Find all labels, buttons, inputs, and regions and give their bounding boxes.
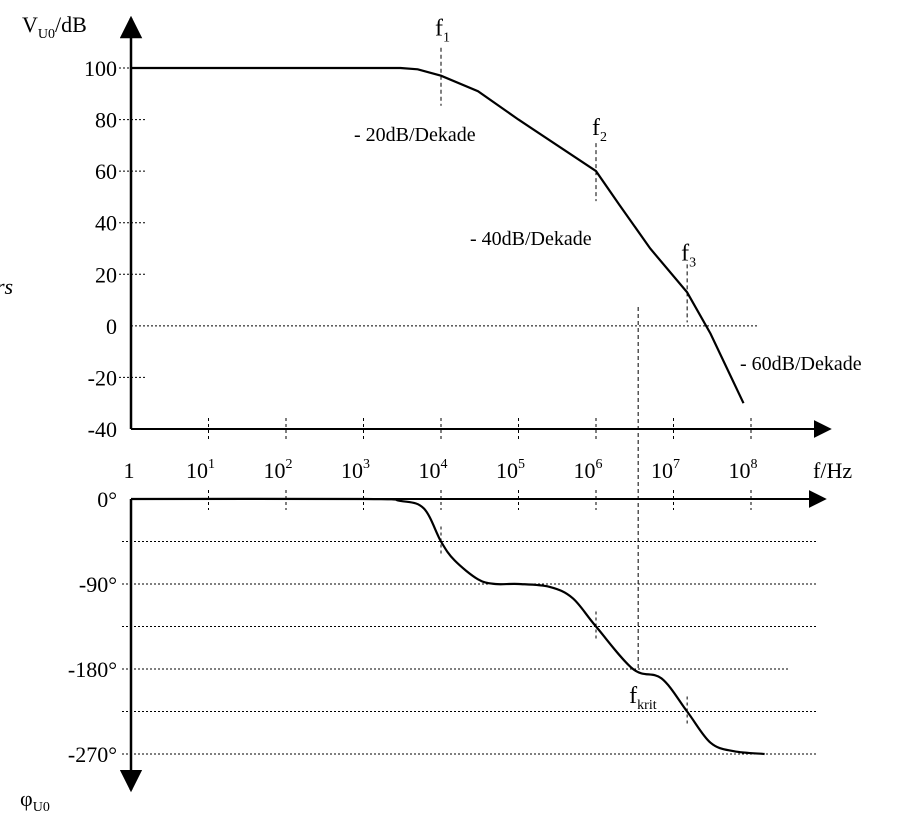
tick-marks: [208, 418, 752, 510]
phase-curve: [130, 497, 765, 756]
frequency-tick-label: 106: [574, 457, 603, 483]
frequency-tick-label: 1: [124, 458, 135, 483]
phase-tick-label: 0°: [97, 487, 117, 512]
magnitude-tick-label: -40: [88, 417, 117, 442]
series-lines: [130, 66, 765, 756]
frequency-axis-title: f/Hz: [813, 458, 852, 483]
marker-label-f2: f2: [592, 115, 607, 145]
grid-lines: [119, 67, 816, 755]
frequency-markers: f1 f2 f3 fkrit: [435, 16, 696, 727]
phase-tick-label: -90°: [79, 572, 117, 597]
magnitude-axis-title: VU0/dB: [22, 12, 87, 42]
magnitude-tick-label: 40: [95, 211, 117, 236]
magnitude-tick-label: 60: [95, 159, 117, 184]
magnitude-tick-label: 20: [95, 262, 117, 287]
left-edge-text-fragment: rs: [0, 274, 13, 299]
magnitude-tick-label: 0: [106, 314, 117, 339]
frequency-tick-label: 104: [419, 457, 448, 483]
slope-annotation-40: - 40dB/Dekade: [470, 228, 592, 250]
axes: [119, 15, 832, 793]
magnitude-curve: [131, 66, 745, 404]
phase-axis-title: φU0: [20, 786, 50, 814]
phase-tick-label: -180°: [68, 657, 117, 682]
magnitude-tick-label: 100: [84, 56, 117, 81]
phase-tick-label: -270°: [68, 742, 117, 767]
tick-labels: 100 80 60 40 20 0 -20 -40 1 101 102 103 104 105 106 107…: [68, 56, 758, 767]
frequency-tick-label: 102: [264, 457, 293, 483]
magnitude-tick-label: 80: [95, 108, 117, 133]
frequency-tick-label: 105: [496, 457, 525, 483]
magnitude-tick-label: -20: [88, 365, 117, 390]
marker-label-f1: f1: [435, 16, 450, 46]
frequency-tick-label: 103: [341, 457, 370, 483]
marker-label-f3: f3: [681, 240, 696, 270]
frequency-tick-label: 108: [729, 457, 758, 483]
frequency-tick-label: 101: [186, 457, 215, 483]
frequency-tick-label: 107: [651, 457, 680, 483]
marker-label-fkrit: fkrit: [629, 683, 657, 713]
slope-annotation-20: - 20dB/Dekade: [354, 124, 476, 146]
slope-annotation-60: - 60dB/Dekade: [740, 353, 862, 375]
